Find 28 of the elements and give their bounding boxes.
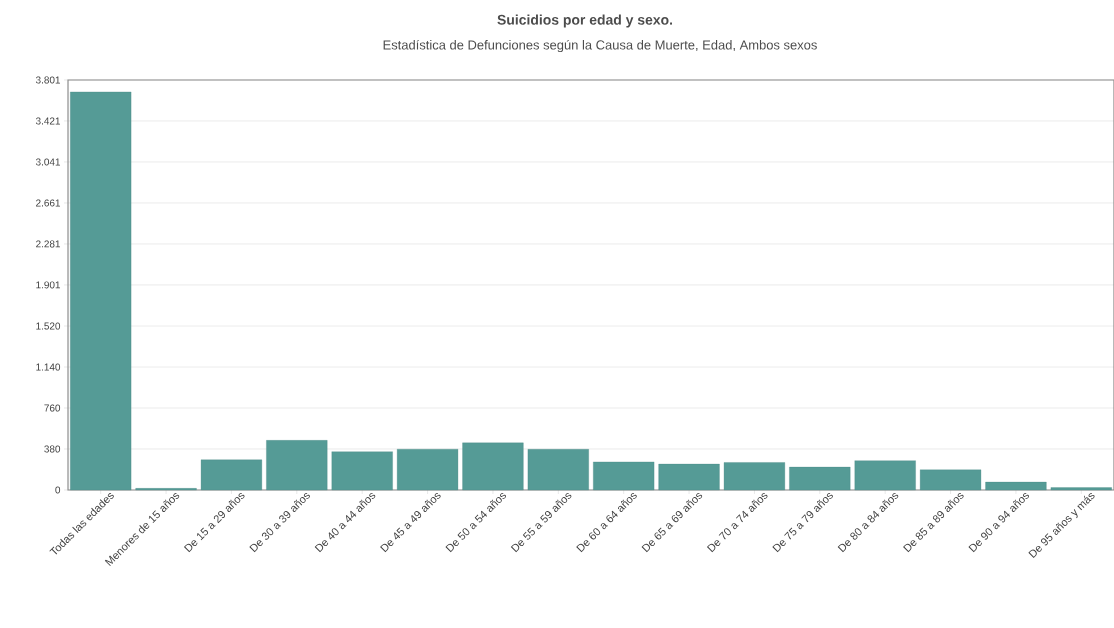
y-tick-label: 760: [44, 404, 61, 412]
chart-subtitle: Estadística de Defunciones según la Causa de Muerte, Edad, Ambos sexos: [383, 39, 817, 53]
y-tick-label: 2.661: [36, 199, 61, 207]
y-tick-label: 1.901: [36, 281, 61, 289]
y-tick-label: 2.281: [36, 240, 61, 248]
bar: [593, 461, 655, 491]
bar: [854, 460, 916, 491]
y-tick-label: 0: [55, 486, 61, 494]
bar: [527, 449, 589, 491]
bar: [397, 449, 459, 491]
bar: [920, 469, 982, 491]
bar: [70, 91, 132, 491]
bar: [985, 481, 1047, 491]
bar: [331, 451, 393, 491]
y-tick-label: 1.140: [36, 363, 61, 371]
chart-title: Suicidios por edad y sexo.: [497, 14, 673, 28]
bar: [723, 462, 785, 491]
bar: [200, 459, 262, 491]
y-tick-label: 380: [44, 445, 61, 453]
bar: [658, 463, 720, 491]
bar: [462, 442, 524, 491]
bar: [1050, 487, 1112, 491]
y-tick-label: 1.520: [36, 322, 61, 330]
bar: [789, 466, 851, 491]
y-tick-label: 3.801: [35, 76, 61, 84]
bar: [266, 440, 328, 491]
y-tick-label: 3.041: [35, 158, 61, 166]
y-tick-label: 3.421: [35, 117, 61, 125]
